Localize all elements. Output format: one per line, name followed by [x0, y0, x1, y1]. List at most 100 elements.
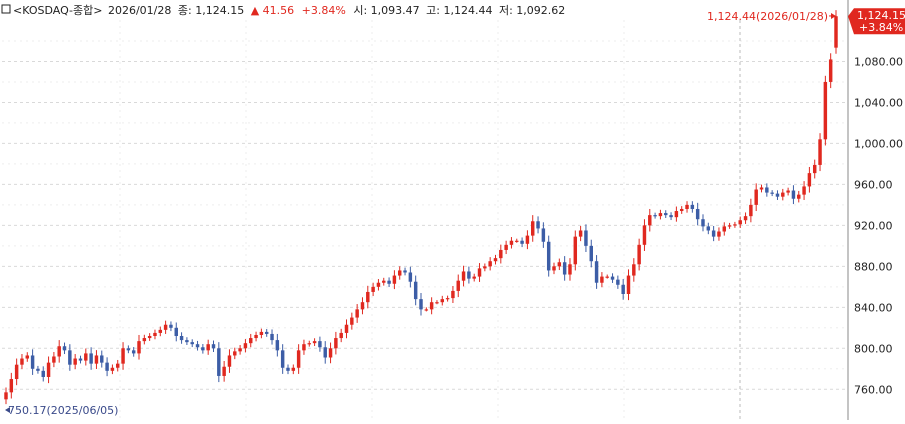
high-value: 1,124.44 [443, 4, 492, 17]
candle-up [20, 358, 24, 365]
candle-up [461, 271, 466, 281]
y-tick-label: 1,000.00 [854, 137, 903, 150]
candle-down [318, 341, 322, 348]
candle-up [344, 324, 349, 333]
candle-up [568, 264, 572, 275]
candle-down [541, 228, 546, 242]
candle-up [605, 276, 609, 278]
candle-down [695, 208, 700, 220]
candle-up [366, 291, 370, 303]
candle-up [116, 363, 120, 368]
last-price-badge [848, 8, 905, 35]
y-tick-label: 1,080.00 [854, 55, 903, 68]
candle-up [493, 258, 498, 262]
candle-down [408, 272, 413, 282]
candle-down [211, 344, 216, 349]
last-price-value: 1,124.15 [857, 9, 905, 22]
candle-up [110, 367, 115, 371]
candle-up [84, 353, 88, 361]
annotation-layer: 1,124.44(2026/01/28) 750.17(2025/06/05) [5, 10, 836, 417]
candle-up [291, 367, 296, 371]
candle-up [73, 358, 77, 365]
candle-up [121, 348, 125, 364]
close-value: 1,124.15 [195, 4, 244, 17]
candle-down [706, 226, 711, 231]
instrument-name: <KOSDAQ-종합> [13, 4, 102, 17]
candle-up [9, 379, 14, 393]
candle-up [743, 216, 748, 221]
candle-up [14, 364, 19, 380]
candle-down [190, 342, 194, 345]
candle-up [206, 344, 210, 351]
min-price-annotation: 750.17(2025/06/05) [8, 404, 118, 417]
candle-up [637, 244, 641, 265]
candle-up [759, 187, 764, 190]
candle-up [25, 355, 30, 359]
candle-up [52, 356, 56, 363]
candle-down [520, 240, 524, 244]
candle-down [100, 355, 104, 363]
y-tick-label: 800.00 [854, 342, 893, 355]
candle-down [89, 353, 93, 364]
candle-down [387, 280, 391, 284]
candle-up [477, 268, 482, 277]
candle-up [312, 341, 317, 344]
candle-up [233, 351, 237, 356]
candle-up [392, 275, 397, 284]
candle-up [445, 298, 450, 300]
candle-down [264, 331, 269, 334]
candle-down [594, 261, 599, 283]
candle-up [249, 338, 253, 344]
candle-up [259, 331, 264, 335]
candle-up [823, 81, 828, 140]
candle-down [653, 215, 657, 217]
candle-down [179, 336, 184, 341]
candle-up [552, 266, 556, 271]
candle-up [328, 348, 333, 358]
candle-up [515, 240, 519, 242]
candle-down [62, 346, 67, 351]
candle-down [174, 327, 178, 336]
candle-up [227, 355, 232, 367]
candle-down [467, 271, 471, 279]
candle-up [451, 290, 455, 299]
candle-up [429, 302, 434, 310]
candle-up [499, 249, 503, 259]
candle-down [105, 362, 109, 371]
candle-up [685, 204, 689, 209]
candle-down [664, 213, 668, 216]
candle-down [41, 370, 45, 377]
candle-down [217, 348, 221, 376]
candle-down [584, 230, 588, 246]
candle-down [36, 368, 40, 371]
candle-up [632, 264, 636, 276]
min-annotation-arrow-icon [5, 407, 10, 413]
candle-down [765, 187, 769, 193]
up-arrow-icon: ▲ [251, 4, 260, 17]
candle-up [472, 276, 476, 279]
candle-up [222, 366, 226, 376]
candle-up [807, 173, 812, 187]
quote-date: 2026/01/28 [108, 4, 171, 17]
open-value: 1,093.47 [371, 4, 420, 17]
candle-up [834, 16, 838, 48]
candle-up [163, 324, 168, 330]
price-axis: 760.00 800.00 840.00 880.00 920.00 960.00 1,00… [847, 0, 905, 420]
candle-up [424, 309, 429, 311]
candle-up [153, 332, 157, 336]
candle-up [600, 276, 604, 283]
candle-up [350, 317, 354, 325]
square-icon [1, 4, 11, 14]
y-tick-label: 960.00 [854, 178, 893, 191]
candle-up [509, 240, 514, 245]
candle-up [334, 338, 338, 349]
max-annotation-arrow-icon [831, 12, 836, 19]
candle-up [812, 164, 817, 174]
candle-up [137, 341, 141, 354]
y-tick-label: 920.00 [854, 219, 893, 232]
candle-down [126, 348, 131, 351]
candle-down [562, 262, 567, 275]
y-tick-label: 760.00 [854, 383, 893, 396]
